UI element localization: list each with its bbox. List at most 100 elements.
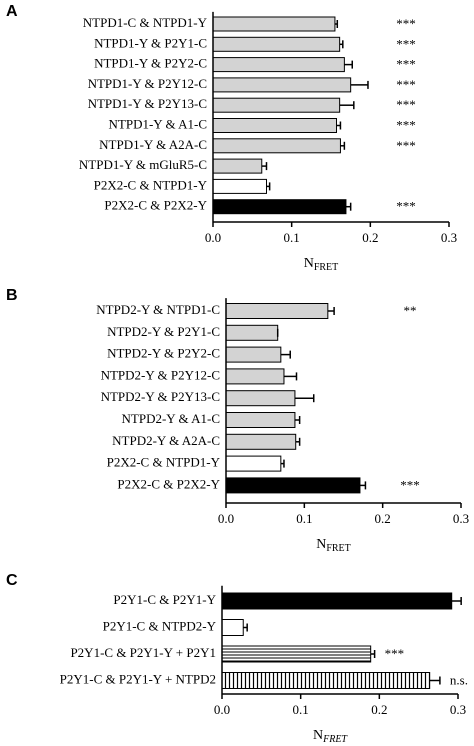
category-label: NTPD2-Y & NTPD1-C (96, 302, 220, 317)
bar (221, 672, 431, 689)
x-tick-label: 0.3 (453, 511, 469, 526)
bar (212, 118, 338, 133)
bar (225, 324, 279, 341)
x-tick-label: 0.1 (293, 702, 309, 717)
error-bar (429, 676, 441, 685)
bar (212, 199, 347, 215)
category-label: NTPD1-Y & P2Y13-C (88, 96, 207, 111)
category-label: NTPD2-Y & P2Y13-C (101, 389, 220, 404)
error-bar (243, 623, 248, 632)
error-bar (340, 141, 346, 150)
x-axis-label: NFRET (313, 728, 348, 745)
x-tick-label: 0.2 (362, 230, 378, 245)
x-tick-label: 0.0 (214, 702, 230, 717)
error-bar (339, 101, 355, 110)
error-bar (344, 60, 353, 69)
bar (212, 57, 345, 73)
error-bar (370, 650, 376, 658)
error-bar (261, 162, 268, 171)
bar (221, 619, 244, 636)
x-axis-label: NFRET (316, 537, 351, 554)
bar (225, 433, 297, 450)
error-bar (266, 182, 271, 191)
category-label: NTPD1-Y & A1-C (109, 116, 207, 131)
significance-label: *** (396, 138, 416, 153)
panel-label: A (6, 3, 18, 20)
x-tick-label: 0.0 (205, 230, 221, 245)
x-tick-label: 0.0 (218, 511, 234, 526)
category-label: NTPD1-Y & P2Y2-C (94, 56, 207, 71)
significance-label: ** (404, 303, 417, 318)
category-label: P2Y1-C & P2Y1-Y (113, 592, 216, 607)
significance-label: *** (400, 477, 420, 492)
x-axis-label-sub: FRET (326, 543, 350, 554)
category-label: NTPD1-Y & A2A-C (99, 137, 207, 152)
bar (212, 158, 263, 174)
significance-label: n.s. (450, 672, 468, 687)
significance-label: *** (396, 57, 416, 72)
category-label: NTPD1-Y & mGluR5-C (79, 157, 207, 172)
bar (212, 16, 336, 32)
error-bar (327, 307, 335, 315)
category-label: NTPD2-Y & P2Y1-C (107, 324, 220, 339)
error-bar (294, 394, 315, 403)
category-label: P2X2-C & P2X2-Y (117, 476, 220, 491)
error-bar (339, 40, 344, 49)
bar (212, 178, 267, 194)
x-tick-label: 0.3 (441, 230, 457, 245)
category-label: NTPD2-Y & A1-C (122, 411, 220, 426)
x-tick-label: 0.2 (371, 702, 387, 717)
bar (212, 138, 341, 154)
error-bar (294, 416, 301, 424)
category-label: NTPD2-Y & P2Y2-C (107, 346, 220, 361)
bar (225, 390, 296, 407)
bar (221, 592, 453, 610)
panel-label: C (6, 572, 18, 589)
significance-label: *** (396, 36, 416, 51)
x-axis-label-sub: FRET (322, 734, 348, 745)
bar (221, 645, 372, 663)
category-label: NTPD1-Y & P2Y12-C (88, 76, 207, 91)
x-axis-label-main: N (313, 728, 323, 743)
significance-label: *** (396, 117, 416, 132)
category-label: P2X2-C & NTPD1-Y (107, 455, 221, 470)
bar (225, 412, 296, 428)
error-bar (280, 350, 291, 359)
error-bar (283, 372, 298, 381)
error-bar (336, 121, 342, 130)
significance-label: *** (396, 97, 416, 112)
category-label: NTPD2-Y & A2A-C (112, 433, 220, 448)
x-axis-label-main: N (304, 256, 314, 271)
bar (212, 77, 352, 93)
category-label: P2Y1-C & P2Y1-Y + P2Y1 (70, 645, 216, 660)
x-tick-label: 0.1 (296, 511, 312, 526)
error-bar (295, 437, 301, 446)
bar (225, 368, 285, 385)
category-label: P2Y1-C & P2Y1-Y + NTPD2 (60, 671, 216, 686)
bar (212, 36, 341, 52)
error-bar (350, 80, 369, 89)
bar (225, 455, 282, 472)
x-tick-label: 0.1 (284, 230, 300, 245)
x-tick-label: 0.2 (375, 511, 391, 526)
bar (212, 97, 341, 113)
significance-label: *** (396, 199, 416, 214)
error-bar (280, 459, 285, 468)
significance-label: *** (396, 77, 416, 92)
category-label: P2Y1-C & NTPD2-Y (103, 618, 217, 633)
category-label: NTPD1-C & NTPD1-Y (83, 15, 208, 30)
error-bar (345, 202, 352, 211)
category-label: P2X2-C & P2X2-Y (104, 198, 207, 213)
x-axis-label-main: N (316, 537, 326, 552)
category-label: P2X2-C & NTPD1-Y (94, 177, 208, 192)
bar (225, 303, 329, 319)
panel-label: B (6, 287, 18, 304)
error-bar (359, 481, 367, 490)
x-tick-label: 0.3 (450, 702, 466, 717)
x-axis-label: NFRET (304, 256, 339, 273)
category-label: NTPD1-Y & P2Y1-C (94, 35, 207, 50)
significance-label: *** (385, 646, 405, 661)
bar (225, 477, 361, 494)
